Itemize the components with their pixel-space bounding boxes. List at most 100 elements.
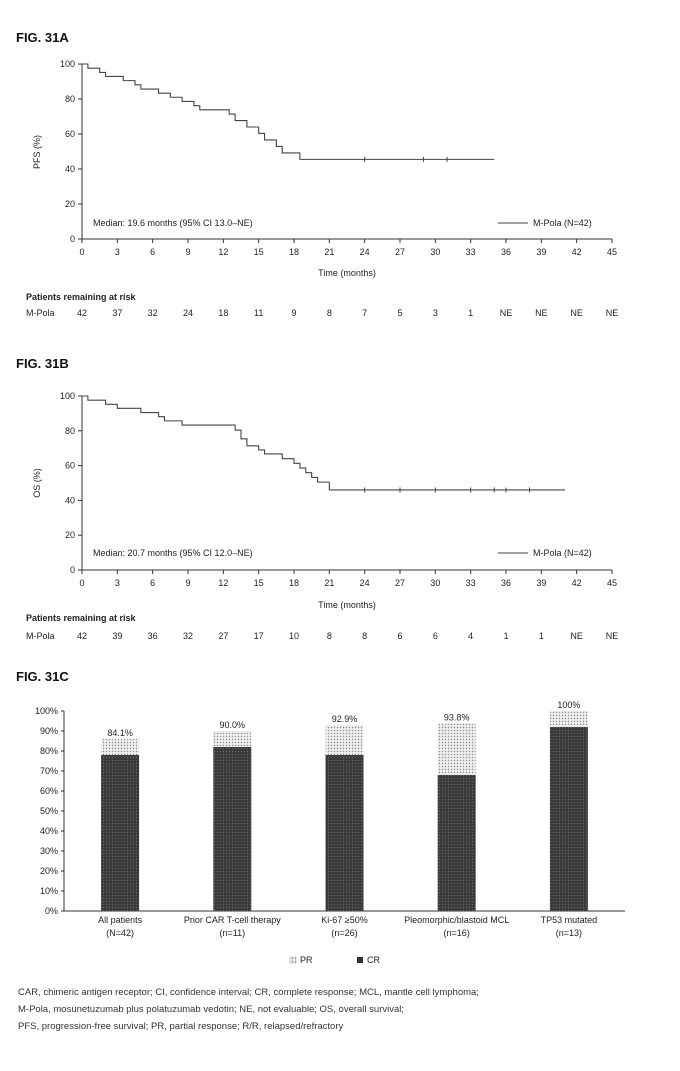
- fig-31c-category-n: (N=42): [106, 928, 134, 938]
- fig-31b-risk-value: 8: [362, 631, 367, 641]
- fig-31b-y-tick-label: 0: [70, 565, 75, 575]
- fig-31b-risk-title: Patients remaining at risk: [26, 613, 137, 623]
- fig-31a-km-curve: [82, 63, 495, 160]
- fig-31b-risk-value: 4: [468, 631, 473, 641]
- fig-31a-risk-value: 7: [362, 308, 367, 318]
- fig-31b-risk-value: 39: [112, 631, 122, 641]
- fig-31a-x-tick-label: 6: [150, 247, 155, 257]
- fig-31b-x-tick-label: 42: [572, 578, 582, 588]
- fig-31c-legend: PR CR: [289, 955, 380, 965]
- fig-31a-risk-value: 24: [183, 308, 193, 318]
- fig-31c-y-tick-label: 0%: [45, 906, 58, 916]
- fig-31b-risk-value: 8: [327, 631, 332, 641]
- fig-31b-y-tick-label: 40: [65, 495, 75, 505]
- fig-31b-x-tick-label: 33: [466, 578, 476, 588]
- fig-31b-risk-value: 27: [218, 631, 228, 641]
- fig-31b-km-curve: [82, 395, 565, 491]
- fig-31b-median-text: Median: 20.7 months (95% CI 12.0–NE): [93, 548, 253, 558]
- fig-31c-y-tick-label: 100%: [35, 706, 58, 716]
- fig-31a-risk-value: 9: [291, 308, 296, 318]
- fig-31b-x-tick-label: 36: [501, 578, 511, 588]
- fig-31b-x-tick-label: 15: [254, 578, 264, 588]
- fig-31b-y-tick-label: 80: [65, 426, 75, 436]
- fig-31c-category-label: Prior CAR T-cell therapy: [184, 915, 281, 925]
- fig-31a-x-tick-label: 18: [289, 247, 299, 257]
- fig-31c-bar-cr: [549, 727, 588, 911]
- fig-31b-y-label: OS (%): [32, 468, 42, 498]
- fig-31c-y-tick-label: 20%: [40, 866, 58, 876]
- fig-31b-y-tick-label: 100: [60, 391, 75, 401]
- fig-31b-risk-value: NE: [570, 631, 583, 641]
- footnote-line-3: PFS, progression-free survival; PR, part…: [18, 1021, 343, 1032]
- fig-31a-risk-value: NE: [535, 308, 548, 318]
- fig-31c-total-label: 84.1%: [107, 728, 133, 738]
- fig-31b-risk-value: 36: [148, 631, 158, 641]
- fig-31a-x-tick-label: 36: [501, 247, 511, 257]
- fig-31c-total-label: 92.9%: [332, 714, 358, 724]
- fig-31a-risk-value: 1: [468, 308, 473, 318]
- fig-31a-x-tick-label: 3: [115, 247, 120, 257]
- legend-pr-label: PR: [300, 955, 313, 965]
- fig-31c-y-tick-label: 60%: [40, 786, 58, 796]
- fig-31a-x-tick-label: 33: [466, 247, 476, 257]
- fig-31a-risk-value: 37: [112, 308, 122, 318]
- fig-31b-x-tick-label: 18: [289, 578, 299, 588]
- fig-31c-bar-cr: [325, 755, 364, 911]
- fig-31b-x-tick-label: 12: [218, 578, 228, 588]
- fig-31b-x-tick-label: 24: [360, 578, 370, 588]
- fig-31c-y-tick-label: 30%: [40, 846, 58, 856]
- fig-31a-x-tick-label: 42: [572, 247, 582, 257]
- fig-31a-risk-value: 42: [77, 308, 87, 318]
- fig-31a-y-tick-label: 20: [65, 199, 75, 209]
- fig-31a-x-tick-label: 24: [360, 247, 370, 257]
- fig-31a-risk-value: 8: [327, 308, 332, 318]
- fig-31a-y-tick-label: 100: [60, 59, 75, 69]
- fig-31a-x-tick-label: 0: [79, 247, 84, 257]
- fig-31a-risk-value: 32: [148, 308, 158, 318]
- fig-31b-risk-value: 42: [77, 631, 87, 641]
- fig-31a-risk-value: 11: [254, 308, 263, 318]
- fig-31c-total-label: 90.0%: [220, 720, 246, 730]
- fig-31b-label: FIG. 31B: [16, 356, 69, 371]
- fig-31b-risk-value: 1: [503, 631, 508, 641]
- fig-31b-x-tick-label: 0: [79, 578, 84, 588]
- fig-31a-risk-value: 18: [218, 308, 228, 318]
- fig-31a-x-tick-label: 45: [607, 247, 617, 257]
- fig-31a-risk-title: Patients remaining at risk: [26, 292, 137, 302]
- fig-31b-risk-values: 42 39 36 32 27 17 10 8 8 6 6 4 1 1 NE NE: [77, 631, 618, 641]
- fig-31a-risk-value: 5: [397, 308, 402, 318]
- fig-31b-risk-value: 17: [254, 631, 264, 641]
- legend-pr-swatch: [289, 956, 297, 964]
- fig-31b-x-tick-label: 9: [185, 578, 190, 588]
- fig-31c-y-tick-label: 70%: [40, 766, 58, 776]
- fig-31a-legend-text: M-Pola (N=42): [533, 218, 592, 228]
- fig-31b-x-tick-label: 27: [395, 578, 405, 588]
- fig-31a-risk-values: 42 37 32 24 18 11 9 8 7 5 3 1 NE NE NE NE: [77, 308, 618, 318]
- fig-31c-bar-cr: [437, 775, 476, 911]
- fig-31a-risk-value: NE: [570, 308, 583, 318]
- fig-31a-x-label: Time (months): [318, 268, 376, 278]
- fig-31c-category-n: (n=11): [219, 928, 245, 938]
- fig-31b-risk-value: 32: [183, 631, 193, 641]
- fig-31c-category-n: (n=16): [444, 928, 470, 938]
- fig-31c-category-label: Ki-67 ≥50%: [321, 915, 367, 925]
- legend-cr-label: CR: [367, 955, 380, 965]
- fig-31a-x-tick-label: 27: [395, 247, 405, 257]
- footnote-line-2: M-Pola, mosunetuzumab plus polatuzumab v…: [18, 1004, 404, 1015]
- fig-31c-bar-cr: [101, 755, 140, 911]
- footnote-line-1: CAR, chimeric antigen receptor; CI, conf…: [18, 987, 479, 998]
- fig-31a-risk-row-label: M-Pola: [26, 308, 55, 318]
- fig-31c-y-tick-label: 40%: [40, 826, 58, 836]
- fig-31c-bar-pr: [437, 723, 476, 775]
- fig-31b-risk-value: NE: [606, 631, 619, 641]
- legend-cr-swatch: [357, 957, 363, 963]
- fig-31a-y-tick-label: 40: [65, 164, 75, 174]
- fig-31c-category-n: (n=13): [556, 928, 582, 938]
- fig-31a-y-label: PFS (%): [32, 135, 42, 169]
- fig-31c-bar-pr: [325, 725, 364, 755]
- fig-31c-y-tick-label: 90%: [40, 726, 58, 736]
- fig-31c-category-label: TP53 mutated: [541, 915, 598, 925]
- fig-31a-median-text: Median: 19.6 months (95% CI 13.0–NE): [93, 218, 253, 228]
